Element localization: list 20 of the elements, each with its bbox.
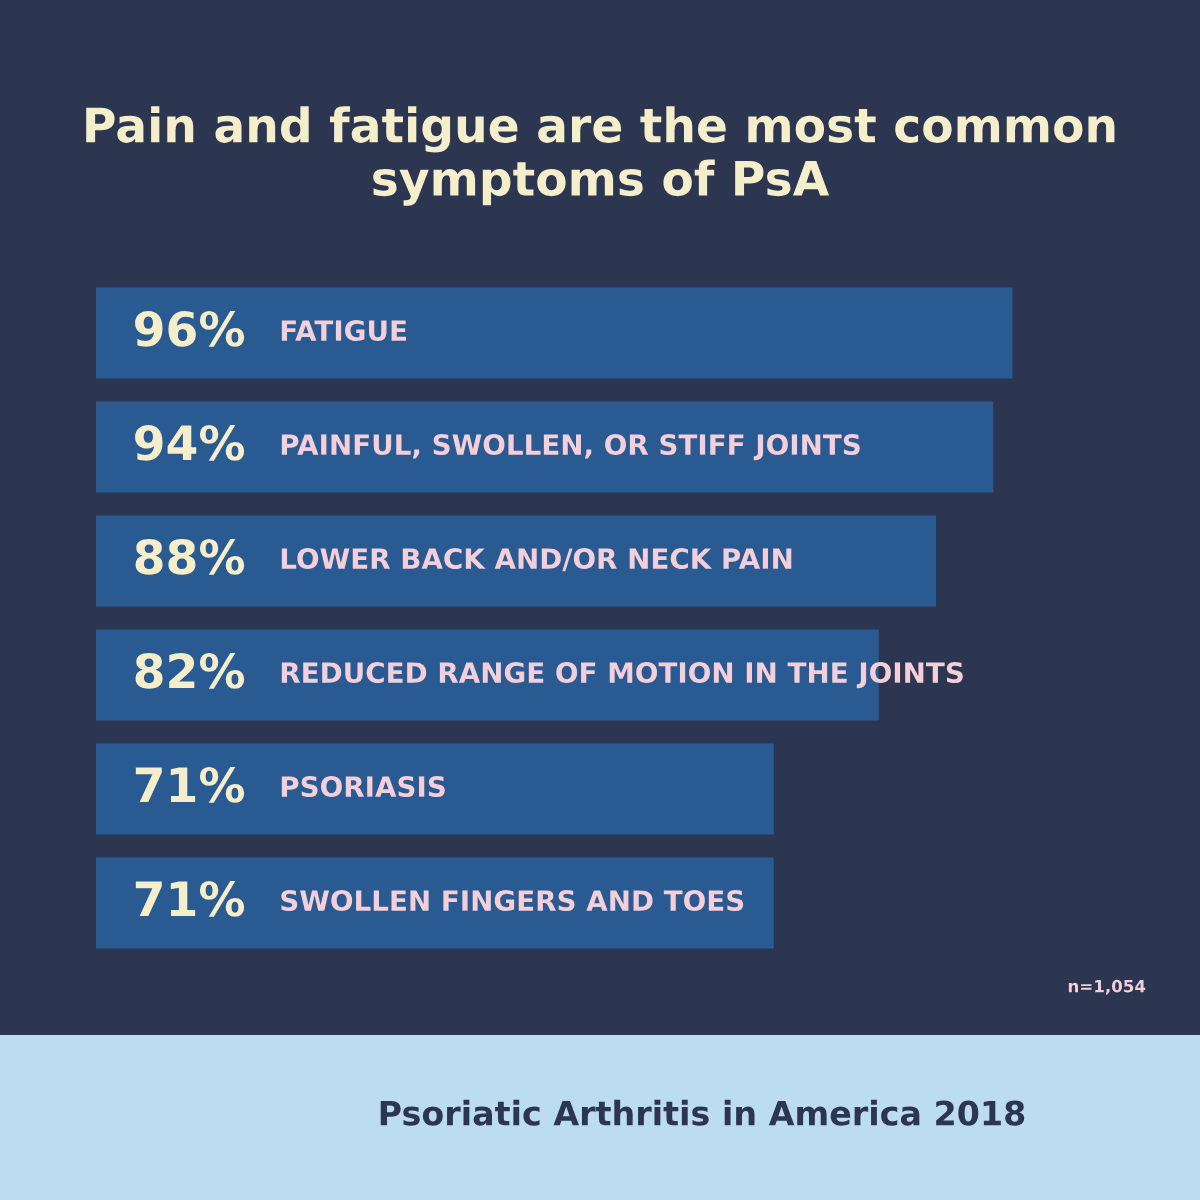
data-label: 82% — [135, 652, 245, 689]
bar — [96, 515, 936, 607]
y-tick-label: SWOLLEN FINGERS AND TOES — [281, 890, 744, 912]
bar — [96, 287, 1013, 379]
y-tick-label: PSORIASIS — [281, 776, 445, 798]
bar — [96, 857, 774, 949]
data-label: 96% — [135, 310, 245, 347]
data-label: 88% — [135, 538, 245, 575]
bar — [96, 743, 774, 835]
text: n=1,054 — [1068, 979, 1146, 995]
data-label: 71% — [135, 880, 245, 917]
y-tick-label: FATIGUE — [281, 320, 406, 342]
y-tick-label: LOWER BACK AND/OR NECK PAIN — [281, 548, 792, 572]
data-label: 94% — [135, 424, 245, 461]
y-tick-label: PAINFUL, SWOLLEN, OR STIFF JOINTS — [281, 434, 860, 461]
bar — [96, 401, 994, 493]
chart-title: Pain and fatigue are the most common symptoms of PsA — [86, 106, 1115, 206]
y-tick-label: REDUCED RANGE OF MOTION IN THE JOINTS — [281, 662, 963, 689]
data-label: 71% — [135, 766, 245, 803]
text: Psoriatic Arthritis in America 2018 — [380, 1099, 1025, 1126]
